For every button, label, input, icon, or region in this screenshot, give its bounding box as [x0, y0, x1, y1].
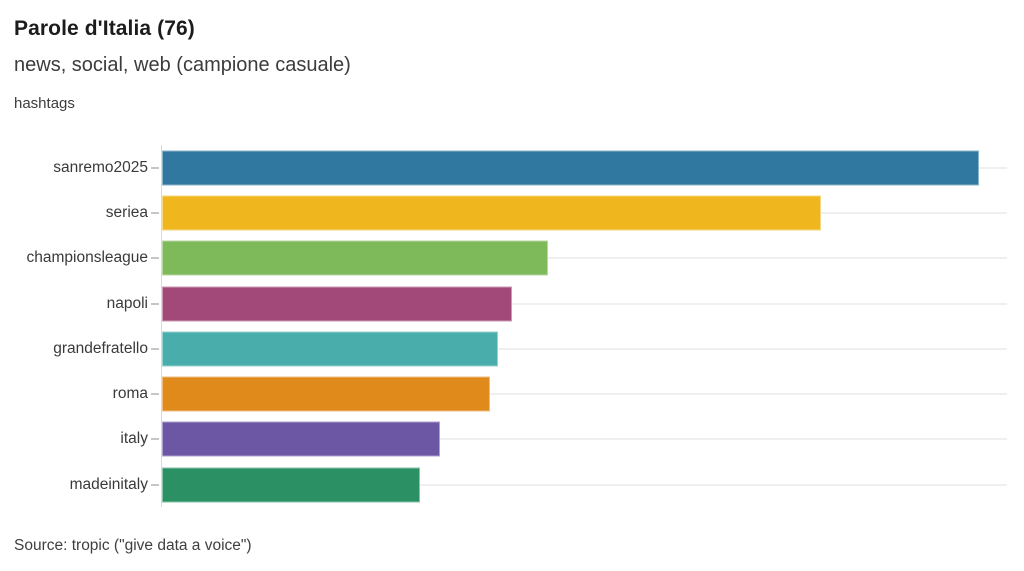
gridline: [162, 483, 1007, 486]
source-note: Source: tropic ("give data a voice"): [14, 537, 252, 554]
bar-sanremo2025: [162, 150, 980, 186]
bar-track: [162, 417, 1007, 462]
bar-roma: [162, 376, 490, 412]
bar-row: roma: [0, 371, 1024, 416]
y-axis-caption: hashtags: [14, 95, 75, 112]
bar-madeinitaly: [162, 467, 420, 503]
bar-italy: [162, 421, 440, 457]
axis-tick-mark: [151, 257, 159, 260]
gridline: [162, 257, 1007, 260]
axis-tick-mark: [151, 393, 159, 396]
axis-tick-mark: [151, 166, 159, 169]
category-label: sanremo2025: [53, 158, 148, 176]
category-label: italy: [120, 430, 148, 448]
bar-track: [162, 371, 1007, 416]
bar-row: napoli: [0, 281, 1024, 326]
gridline: [162, 438, 1007, 441]
axis-tick-mark: [151, 211, 159, 214]
bar-track: [162, 236, 1007, 281]
category-label: seriea: [105, 203, 148, 221]
y-axis-line: [161, 145, 162, 507]
axis-tick-mark: [151, 302, 159, 305]
axis-tick-mark: [151, 438, 159, 441]
chart-title: Parole d'Italia (76): [14, 17, 195, 40]
bar-track: [162, 462, 1007, 507]
gridline: [162, 302, 1007, 305]
plot-area: sanremo2025 seriea championsleague napoli gr…: [0, 145, 1024, 507]
bar-row: seriea: [0, 190, 1024, 235]
chart-header: Parole d'Italia (76) news, social, web (…: [14, 16, 351, 113]
bar-row: madeinitaly: [0, 462, 1024, 507]
category-label: championsleague: [26, 249, 148, 267]
bar-napoli: [162, 286, 512, 322]
category-label: napoli: [106, 294, 148, 312]
bar-track: [162, 190, 1007, 235]
bar-row: grandefratello: [0, 326, 1024, 371]
bar-track: [162, 281, 1007, 326]
bar-chart: sanremo2025 seriea championsleague napoli gr…: [0, 145, 1024, 508]
bar-row: championsleague: [0, 236, 1024, 281]
bar-seriea: [162, 195, 822, 231]
bar-track: [162, 326, 1007, 371]
category-label: grandefratello: [53, 339, 148, 357]
axis-tick-mark: [151, 347, 159, 350]
category-label: madeinitaly: [69, 475, 148, 493]
bar-championsleague: [162, 240, 549, 276]
bar-grandefratello: [162, 331, 499, 367]
axis-tick-mark: [151, 483, 159, 486]
gridline: [162, 393, 1007, 396]
chart-subtitle: news, social, web (campione casuale): [14, 54, 351, 76]
bar-row: italy: [0, 417, 1024, 462]
bar-track: [162, 145, 1007, 190]
bar-row: sanremo2025: [0, 145, 1024, 190]
category-label: roma: [112, 385, 148, 403]
gridline: [162, 347, 1007, 350]
